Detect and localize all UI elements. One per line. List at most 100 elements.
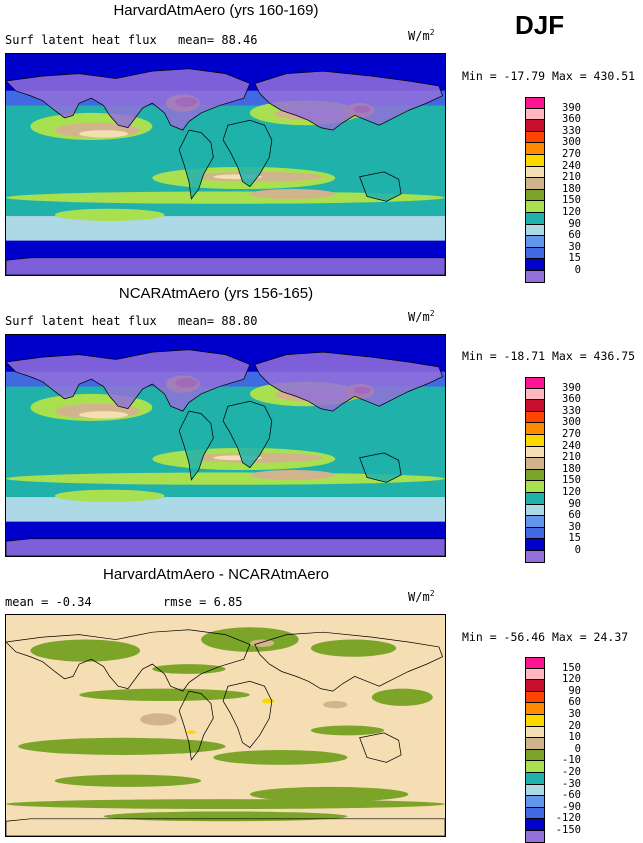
- colorbar-swatch: [525, 166, 545, 179]
- colorbar-tick-label: 330: [562, 124, 581, 137]
- panel-1-units: W/m2: [408, 28, 435, 43]
- panel-2-colorbar: [525, 377, 545, 563]
- panel-1-title: HarvardAtmAero (yrs 160-169): [113, 2, 319, 19]
- panel-2-minmax: Min = -18.71 Max = 436.75: [462, 349, 636, 363]
- colorbar-swatch: [525, 377, 545, 389]
- colorbar-tick-label: 300: [562, 136, 581, 149]
- colorbar-swatch: [525, 680, 545, 692]
- colorbar-tick-label: -90: [562, 800, 581, 813]
- panel-3-colorbar: [525, 657, 545, 843]
- units-exponent: 2: [429, 309, 435, 318]
- colorbar-swatch: [525, 761, 545, 773]
- colorbar-swatch: [525, 668, 545, 681]
- colorbar-tick-label: -10: [562, 754, 581, 767]
- colorbar-tick-label: 240: [562, 159, 581, 172]
- colorbar-swatch: [525, 703, 545, 715]
- colorbar-tick-label: 360: [562, 113, 581, 126]
- colorbar-tick-label: -60: [562, 789, 581, 802]
- colorbar-tick-label: 30: [568, 520, 581, 533]
- colorbar-tick-label: 60: [568, 696, 581, 709]
- colorbar-swatch: [525, 749, 545, 762]
- units-text: W/m: [408, 310, 430, 324]
- colorbar-swatch: [525, 819, 545, 831]
- panel-1-map-canvas: [6, 54, 445, 275]
- colorbar-swatch: [525, 154, 545, 167]
- colorbar-swatch: [525, 411, 545, 424]
- colorbar-swatch: [525, 224, 545, 237]
- colorbar-swatch: [525, 178, 545, 190]
- colorbar-swatch: [525, 796, 545, 808]
- colorbar-tick-label: 270: [562, 148, 581, 160]
- panel-3-minmax: Min = -56.46 Max = 24.37: [462, 630, 629, 644]
- colorbar-tick-label: 150: [562, 474, 581, 487]
- panel-1-mean: mean= 88.46: [178, 33, 258, 47]
- colorbar-tick-label: 240: [562, 439, 581, 452]
- colorbar-tick-label: -20: [562, 766, 581, 778]
- colorbar-swatch: [525, 492, 545, 505]
- colorbar-tick-label: 0: [574, 742, 581, 755]
- colorbar-tick-label: -150: [555, 824, 581, 836]
- colorbar-swatch: [525, 469, 545, 482]
- colorbar-swatch: [525, 143, 545, 155]
- colorbar-tick-label: -120: [555, 812, 581, 825]
- colorbar-swatch: [525, 481, 545, 493]
- colorbar-tick-label: 90: [568, 217, 581, 230]
- season-label: DJF: [515, 10, 565, 40]
- panel-2-map-canvas: [6, 335, 445, 556]
- panel-3-title: HarvardAtmAero - NCARAtmAero: [103, 566, 329, 583]
- colorbar-swatch: [525, 423, 545, 435]
- colorbar-swatch: [525, 527, 545, 540]
- colorbar-swatch: [525, 97, 545, 109]
- colorbar-tick-label: 60: [568, 509, 581, 522]
- colorbar-tick-label: 300: [562, 416, 581, 429]
- panel-1-minmax: Min = -17.79 Max = 430.51: [462, 69, 636, 83]
- panel-3-map: [5, 614, 446, 837]
- colorbar-tick-label: 0: [574, 544, 581, 556]
- colorbar-tick-label: 120: [562, 206, 581, 218]
- colorbar-swatch: [525, 388, 545, 401]
- colorbar-swatch: [525, 259, 545, 271]
- colorbar-swatch: [525, 434, 545, 447]
- colorbar-swatch: [525, 270, 545, 283]
- colorbar-tick-label: 15: [568, 532, 581, 545]
- colorbar-swatch: [525, 189, 545, 202]
- colorbar-swatch: [525, 458, 545, 470]
- colorbar-tick-label: 180: [562, 182, 581, 195]
- colorbar-swatch: [525, 212, 545, 225]
- colorbar-tick-label: 120: [562, 673, 581, 686]
- colorbar-tick-label: 180: [562, 462, 581, 475]
- colorbar-tick-label: 10: [568, 731, 581, 744]
- panel-2-title: NCARAtmAero (yrs 156-165): [118, 285, 314, 302]
- colorbar-tick-label: 15: [568, 252, 581, 265]
- units-text: W/m: [408, 29, 430, 43]
- colorbar-tick-label: 210: [562, 451, 581, 464]
- colorbar-swatch: [525, 772, 545, 785]
- colorbar-swatch: [525, 539, 545, 551]
- panel-2-mean: mean= 88.80: [178, 314, 258, 328]
- colorbar-swatch: [525, 738, 545, 750]
- colorbar-swatch: [525, 108, 545, 121]
- panel-2-variable: Surf latent heat flux: [5, 314, 157, 328]
- colorbar-swatch: [525, 726, 545, 739]
- colorbar-swatch: [525, 247, 545, 260]
- colorbar-tick-label: 390: [562, 101, 581, 114]
- colorbar-tick-label: 270: [562, 428, 581, 440]
- colorbar-swatch: [525, 516, 545, 528]
- colorbar-swatch: [525, 830, 545, 843]
- units-text: W/m: [408, 590, 430, 604]
- colorbar-tick-label: 150: [562, 194, 581, 207]
- colorbar-tick-label: 60: [568, 229, 581, 242]
- colorbar-swatch: [525, 446, 545, 459]
- colorbar-swatch: [525, 550, 545, 563]
- colorbar-swatch: [525, 131, 545, 144]
- colorbar-swatch: [525, 691, 545, 704]
- panel-2-units: W/m2: [408, 309, 435, 324]
- colorbar-tick-label: 390: [562, 381, 581, 394]
- colorbar-tick-label: 30: [568, 708, 581, 720]
- colorbar-swatch: [525, 120, 545, 132]
- colorbar-tick-label: 150: [562, 661, 581, 674]
- colorbar-tick-label: 0: [574, 264, 581, 276]
- colorbar-tick-label: 30: [568, 240, 581, 253]
- panel-3-units: W/m2: [408, 589, 435, 604]
- colorbar-swatch: [525, 201, 545, 213]
